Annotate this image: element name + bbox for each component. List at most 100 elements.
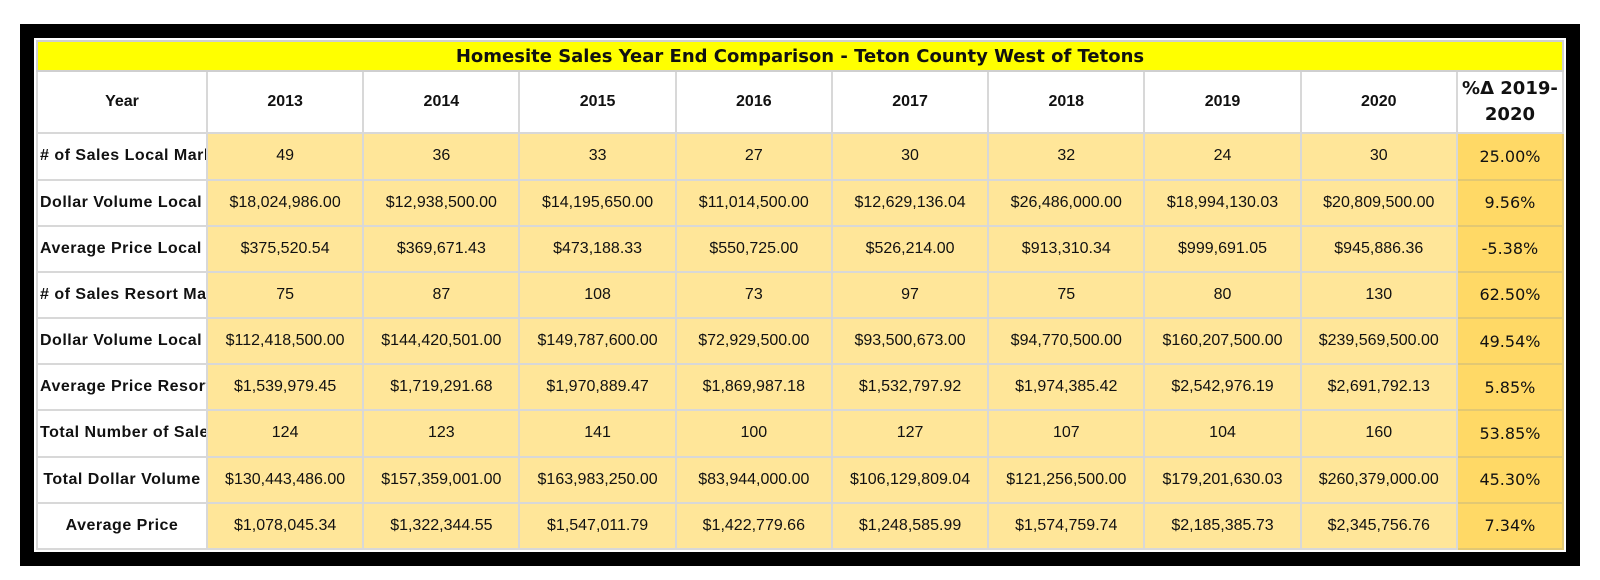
table-cell: 73 xyxy=(674,270,833,320)
table-cell: 141 xyxy=(518,409,677,458)
table-cell: $12,629,136.04 xyxy=(830,178,990,227)
table-cell: $239,569,500.00 xyxy=(1299,317,1458,366)
table-row: # of Sales Local Market49363327303224302… xyxy=(36,132,1565,181)
table-cell: $11,014,500.00 xyxy=(674,178,833,227)
table-cell: 30 xyxy=(830,132,990,181)
percent-change-cell: 25.00% xyxy=(1455,132,1565,181)
year-header-cell: 2020 xyxy=(1299,70,1458,135)
row-label: # of Sales Local Market xyxy=(36,132,208,181)
table-cell: $1,422,779.66 xyxy=(674,501,833,551)
row-label: Average Price Local Market xyxy=(36,224,208,273)
table-cell: $999,691.05 xyxy=(1143,224,1302,273)
year-header-cell: 2015 xyxy=(518,70,677,135)
table-cell: 30 xyxy=(1299,132,1458,181)
year-header-cell: 2019 xyxy=(1143,70,1302,135)
table-cell: $1,970,889.47 xyxy=(518,363,677,412)
table-cell: $130,443,486.00 xyxy=(205,455,365,504)
table-cell: $1,248,585.99 xyxy=(830,501,990,551)
table-cell: 160 xyxy=(1299,409,1458,458)
percent-change-cell: 45.30% xyxy=(1455,455,1565,504)
table-cell: 100 xyxy=(674,409,833,458)
table-cell: 104 xyxy=(1143,409,1302,458)
row-label: Dollar Volume Local Market xyxy=(36,178,208,227)
table-row: Total Number of Sales 124 123 141 100 127 107 1… xyxy=(36,409,1565,458)
percent-change-cell: -5.38% xyxy=(1455,224,1565,273)
row-label: # of Sales Resort Market xyxy=(36,270,208,320)
year-header-cell: 2018 xyxy=(987,70,1146,135)
percent-change-cell: 5.85% xyxy=(1455,363,1565,412)
table-cell: $1,869,987.18 xyxy=(674,363,833,412)
table-cell: $1,547,011.79 xyxy=(518,501,677,551)
table-cell: $14,195,650.00 xyxy=(518,178,677,227)
table-cell: $945,886.36 xyxy=(1299,224,1458,273)
year-header: Year xyxy=(36,70,208,135)
table-cell: $1,532,797.92 xyxy=(830,363,990,412)
table-cell: $1,574,759.74 xyxy=(987,501,1146,551)
table-cell: 130 xyxy=(1299,270,1458,320)
table-cell: $1,322,344.55 xyxy=(362,501,521,551)
percent-change-cell: 62.50% xyxy=(1455,270,1565,320)
table-title: Homesite Sales Year End Comparison - Tet… xyxy=(36,39,1564,73)
table-cell: $94,770,500.00 xyxy=(987,317,1146,366)
table-cell: $93,500,673.00 xyxy=(830,317,990,366)
table-cell: $160,207,500.00 xyxy=(1143,317,1302,366)
year-header-cell: 2017 xyxy=(830,70,990,135)
table-cell: $72,929,500.00 xyxy=(674,317,833,366)
table-cell: 108 xyxy=(518,270,677,320)
table-cell: 49 xyxy=(205,132,365,181)
table-cell: $526,214.00 xyxy=(830,224,990,273)
table-cell: $260,379,000.00 xyxy=(1299,455,1458,504)
table-row: Dollar Volume Local Market$112,418,500.0… xyxy=(36,317,1565,366)
percent-change-header: %Δ 2019-2020 xyxy=(1455,70,1565,135)
table-cell: $2,542,976.19 xyxy=(1143,363,1302,412)
table-cell: 75 xyxy=(987,270,1146,320)
table-cell: 97 xyxy=(830,270,990,320)
table-cell: 123 xyxy=(362,409,521,458)
table-cell: $1,974,385.42 xyxy=(987,363,1146,412)
percent-change-cell: 49.54% xyxy=(1455,317,1565,366)
row-label: Average Price Resort Market xyxy=(36,363,208,412)
table-cell: $18,994,130.03 xyxy=(1143,178,1302,227)
table-cell: $163,983,250.00 xyxy=(518,455,677,504)
percent-change-cell: 9.56% xyxy=(1455,178,1565,227)
title-row: Homesite Sales Year End Comparison - Tet… xyxy=(36,39,1564,73)
table-row: # of Sales Resort Market7587108739775801… xyxy=(36,270,1565,320)
year-header-cell: 2014 xyxy=(362,70,521,135)
table-cell: 80 xyxy=(1143,270,1302,320)
table-cell: $375,520.54 xyxy=(205,224,365,273)
table-cell: $179,201,630.03 xyxy=(1143,455,1302,504)
percent-change-cell: 53.85% xyxy=(1455,409,1565,458)
table-cell: $149,787,600.00 xyxy=(518,317,677,366)
table-row: Average Price Local Market$375,520.54$36… xyxy=(36,224,1565,273)
table-row: Dollar Volume Local Market$18,024,986.00… xyxy=(36,178,1565,227)
table-row: Total Dollar Volume $130,443,486.00 $157,3… xyxy=(36,455,1565,504)
table-cell: $1,078,045.34 xyxy=(205,501,365,551)
table-cell: 75 xyxy=(205,270,365,320)
table-cell: $550,725.00 xyxy=(674,224,833,273)
table-container: Homesite Sales Year End Comparison - Tet… xyxy=(34,38,1566,552)
table-cell: 107 xyxy=(987,409,1146,458)
table-cell: $18,024,986.00 xyxy=(205,178,365,227)
year-header-cell: 2016 xyxy=(674,70,833,135)
table-cell: 24 xyxy=(1143,132,1302,181)
table-row: Average Price Resort Market$1,539,979.45… xyxy=(36,363,1565,412)
table-cell: 87 xyxy=(362,270,521,320)
table-cell: $112,418,500.00 xyxy=(205,317,365,366)
table-cell: $369,671.43 xyxy=(362,224,521,273)
row-label: Dollar Volume Local Market xyxy=(36,317,208,366)
table-cell: $121,256,500.00 xyxy=(987,455,1146,504)
table-cell: 27 xyxy=(674,132,833,181)
row-label: Total Dollar Volume xyxy=(36,455,208,504)
table-cell: $2,185,385.73 xyxy=(1143,501,1302,551)
table-cell: 36 xyxy=(362,132,521,181)
table-cell: $913,310.34 xyxy=(987,224,1146,273)
table-row: Average Price $1,078,045.34 $1,322,344.55 $… xyxy=(36,501,1565,551)
year-header-cell: 2013 xyxy=(205,70,365,135)
table-cell: $473,188.33 xyxy=(518,224,677,273)
table-cell: $144,420,501.00 xyxy=(362,317,521,366)
table-cell: $2,345,756.76 xyxy=(1299,501,1458,551)
table-cell: $83,944,000.00 xyxy=(674,455,833,504)
table-cell: 124 xyxy=(205,409,365,458)
table-cell: $26,486,000.00 xyxy=(987,178,1146,227)
percent-change-cell: 7.34% xyxy=(1455,501,1565,551)
